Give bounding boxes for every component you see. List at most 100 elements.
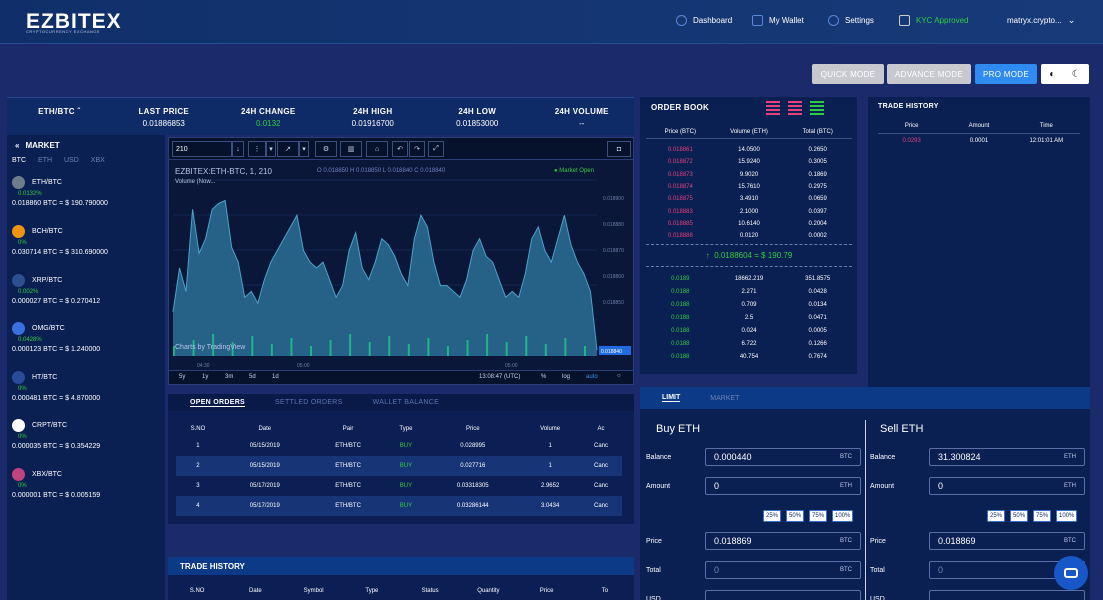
market-coin[interactable]: ETH/BTC 0.0132% 0.018860 BTC = $ 190.79000…	[12, 176, 162, 207]
sell-order-row[interactable]: 0.018888 0.0120 0.0002	[646, 230, 852, 242]
percent-button[interactable]: 50%	[786, 510, 805, 522]
chevron-icon[interactable]: ▾	[266, 141, 276, 157]
fullscreen-icon[interactable]: ⤢	[428, 141, 444, 157]
log-toggle[interactable]: log	[562, 374, 571, 380]
advance-mode-button[interactable]: ADVANCE MODE	[887, 64, 971, 84]
chart-style-icon[interactable]: ↗	[277, 141, 299, 157]
nav-settings[interactable]: Settings	[828, 15, 874, 26]
theme-toggle[interactable]: ◐ ☾	[1041, 64, 1089, 84]
nav-wallet[interactable]: My Wallet	[752, 15, 804, 26]
buy-order-row[interactable]: 0.0188 6.722 0.1266	[646, 338, 852, 350]
buy-order-row[interactable]: 0.0188 40.754 0.7674	[646, 351, 852, 363]
chevron-up-icon: ˆ	[77, 107, 81, 116]
percent-toggle[interactable]: %	[541, 374, 547, 380]
percent-button[interactable]: 25%	[987, 510, 1006, 522]
tab-wallet-balance[interactable]: WALLET BALANCE	[372, 399, 440, 406]
user-menu[interactable]: matryx.crypto... ⌄	[1007, 15, 1075, 26]
market-tab-eth[interactable]: ETH	[38, 157, 52, 164]
ticker-pair[interactable]: ETH/BTC ˆ	[38, 107, 81, 116]
buy-side-icon[interactable]	[810, 101, 824, 115]
compare-icon[interactable]: ▥	[340, 141, 362, 157]
sell-order-row[interactable]: 0.018875 3.4910 0.0659	[646, 193, 852, 205]
range-1d[interactable]: 1d	[272, 374, 279, 380]
nav-dashboard[interactable]: Dashboard	[676, 15, 732, 26]
chart-canvas[interactable]: 0.018900 0.018880 0.018870 0.018860 0.018850…	[169, 160, 633, 370]
indicators-icon[interactable]: ⋮	[248, 141, 266, 157]
sell-order-row[interactable]: 0.018872 15.9240 0.3005	[646, 156, 852, 168]
buy-usd-input[interactable]	[705, 590, 861, 600]
sell-usd-input[interactable]	[929, 590, 1085, 600]
market-coin[interactable]: XBX/BTC 0% 0.000001 BTC = $ 0.005159	[12, 468, 162, 499]
cancel-action[interactable]: Canc	[594, 483, 609, 489]
collapse-icon[interactable]: «	[15, 141, 20, 150]
percent-button[interactable]: 75%	[1033, 510, 1052, 522]
market-coin[interactable]: CRPT/BTC 0% 0.000035 BTC = $ 0.354229	[12, 419, 162, 450]
contrast-icon[interactable]: ◐	[1049, 68, 1056, 80]
pro-mode-button[interactable]: PRO MODE	[975, 64, 1037, 84]
volume-bar	[290, 338, 293, 356]
market-coin[interactable]: HT/BTC 0% 0.000481 BTC = $ 4.870000	[12, 371, 162, 402]
range-5d[interactable]: 5d	[249, 374, 256, 380]
buy-price-input[interactable]: 0.018869 BTC	[705, 532, 861, 550]
sell-order-row[interactable]: 0.018885 10.6140 0.2004	[646, 218, 852, 230]
auto-toggle[interactable]: auto	[586, 374, 598, 380]
sell-order-row[interactable]: 0.018861 14.0500 0.2650	[646, 144, 852, 156]
camera-icon[interactable]: ◘	[607, 141, 631, 157]
both-sides-icon[interactable]	[766, 101, 780, 115]
chart-style-dropdown[interactable]: ▾	[299, 141, 309, 157]
interval-input[interactable]: 210	[172, 141, 232, 157]
market-coin[interactable]: XRP/BTC 0.002% 0.000027 BTC = $ 0.270412	[12, 274, 162, 305]
settings-icon[interactable]: ⚙	[315, 141, 337, 157]
percent-button[interactable]: 100%	[832, 510, 854, 522]
buy-order-row[interactable]: 0.0188 0.709 0.0134	[646, 299, 852, 311]
buy-order-row[interactable]: 0.0188 0.024 0.0005	[646, 325, 852, 337]
buy-total-input[interactable]: 0 BTC	[705, 561, 861, 579]
buy-order-row[interactable]: 0.0188 2.5 0.0471	[646, 312, 852, 324]
market-tab-usd[interactable]: USD	[64, 157, 79, 164]
cancel-action[interactable]: Canc	[580, 496, 622, 516]
table-cell: 3	[196, 483, 200, 489]
market-tab-btc[interactable]: BTC	[12, 157, 26, 164]
sell-price-input[interactable]: 0.018869 BTC	[929, 532, 1085, 550]
range-3m[interactable]: 3m	[225, 374, 234, 380]
sell-order-row[interactable]: 0.018873 9.9020 0.1869	[646, 169, 852, 181]
tab-open-orders[interactable]: OPEN ORDERS	[190, 398, 246, 407]
sell-side-icon[interactable]	[788, 101, 802, 115]
table-cell: BUY	[399, 443, 413, 449]
percent-button[interactable]: 75%	[809, 510, 828, 522]
sell-amount-input[interactable]: 0 ETH	[929, 477, 1085, 495]
column-header: Pair	[342, 426, 354, 432]
redo-icon[interactable]: ↷	[409, 141, 425, 157]
undo-icon[interactable]: ↶	[392, 141, 408, 157]
buy-order-row[interactable]: 0.0189 18662.219 351.8575	[646, 273, 852, 285]
order-cell: 0.024	[741, 328, 757, 334]
moon-icon[interactable]: ☾	[1071, 68, 1081, 80]
percent-button[interactable]: 25%	[763, 510, 782, 522]
order-cell: 0.018861	[667, 147, 693, 153]
market-coin[interactable]: OMG/BTC 0.0428% 0.000123 BTC = $ 1.240000	[12, 322, 162, 353]
tab-limit[interactable]: LIMIT	[662, 394, 681, 402]
tab-market[interactable]: MARKET	[710, 394, 740, 402]
sell-order-row[interactable]: 0.018883 2.1000 0.0397	[646, 206, 852, 218]
coin-price: 0.030714 BTC = $ 310.690000	[12, 249, 108, 256]
market-tab-xbx[interactable]: XBX	[90, 157, 105, 164]
market-coin[interactable]: BCH/BTC 0% 0.030714 BTC = $ 310.690000	[12, 225, 162, 256]
cancel-action[interactable]: Canc	[594, 443, 609, 449]
sell-order-row[interactable]: 0.018874 15.7610 0.2975	[646, 181, 852, 193]
table-cell: 0.028995	[460, 443, 486, 449]
templates-icon[interactable]: ⌂	[366, 141, 388, 157]
price-chart[interactable]: 210 ↓ ⋮ ▾ ↗ ▾ ⚙ ▥ ⌂ ↶ ↷ ⤢ ◘ 0.018900 0.01…	[168, 137, 634, 385]
tab-settled-orders[interactable]: SETTLED ORDERS	[275, 399, 343, 406]
range-1y[interactable]: 1y	[202, 374, 209, 380]
chart-settings-icon[interactable]: ○	[617, 373, 621, 379]
percent-button[interactable]: 100%	[1056, 510, 1078, 522]
interval-dropdown[interactable]: ↓	[232, 141, 244, 157]
quick-mode-button[interactable]: QUICK MODE	[812, 64, 884, 84]
percent-button[interactable]: 50%	[1010, 510, 1029, 522]
range-5y[interactable]: 5y	[179, 374, 186, 380]
buy-amount-input[interactable]: 0 ETH	[705, 477, 861, 495]
brand-logo[interactable]: EZBITEX	[26, 10, 122, 33]
buy-order-row[interactable]: 0.0188 2.271 0.0428	[646, 286, 852, 298]
chat-button[interactable]	[1054, 556, 1088, 590]
cancel-action[interactable]: Canc	[580, 456, 622, 476]
